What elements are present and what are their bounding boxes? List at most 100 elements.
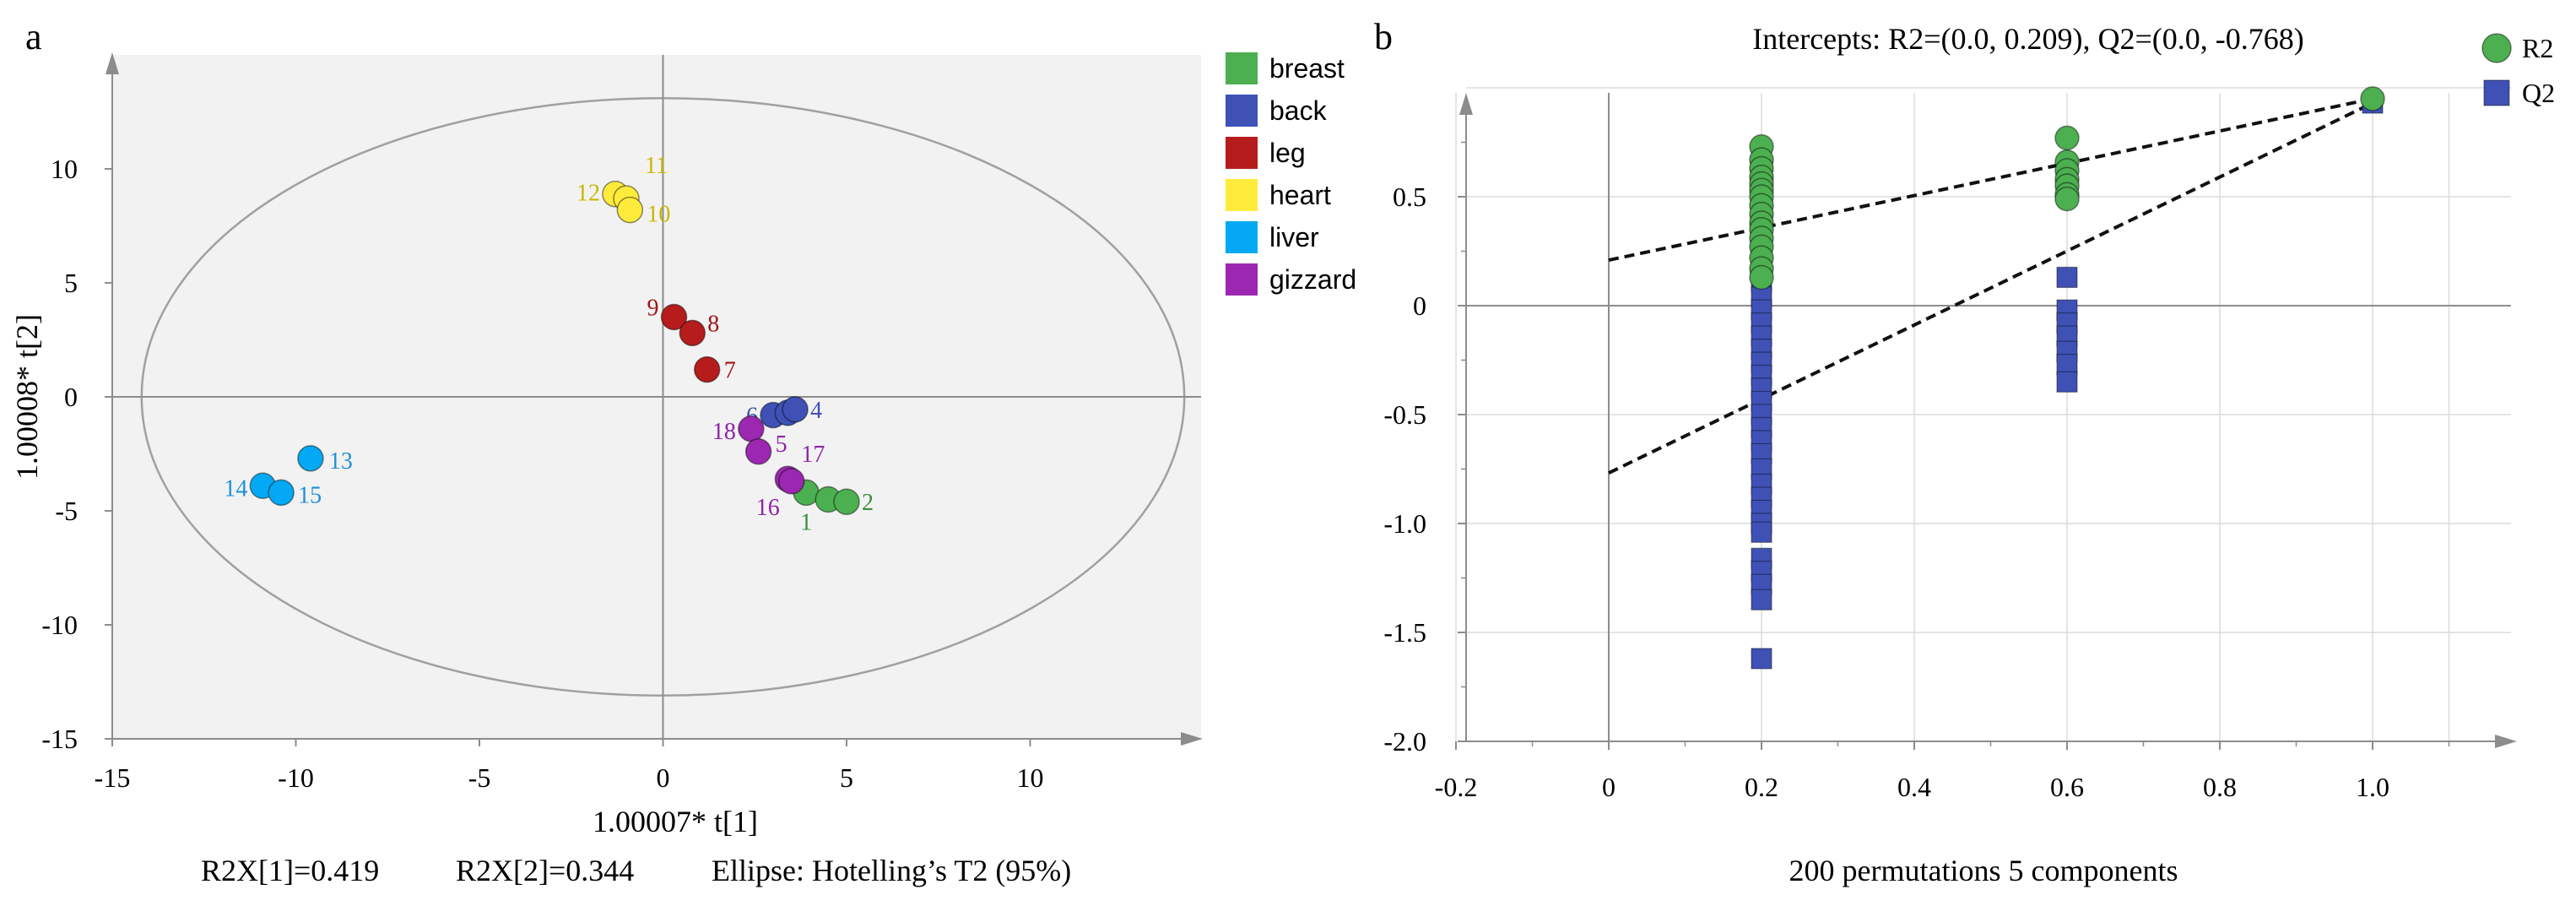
y-tick-label-a: -5 [55, 496, 78, 526]
x-tick-label-a: -15 [95, 762, 131, 793]
x-tick-label-b: 1.0 [2356, 772, 2389, 802]
legend-swatch-breast [1226, 52, 1258, 84]
legend-label-gizzard: gizzard [1269, 264, 1356, 295]
y-tick-label-b: -2.0 [1383, 726, 1426, 757]
permutation-plot-panel: b Intercepts: R2=(0.0, 0.209), Q2=(0.0, … [1374, 16, 2555, 887]
point-label: 7 [724, 358, 736, 384]
legend-marker-R2 [2481, 33, 2512, 63]
y-tick-label-b: -1.5 [1383, 617, 1426, 648]
x-tick-label-a: -5 [468, 762, 491, 793]
point-label: 13 [329, 448, 353, 475]
x-tick-label-b: 0.8 [2203, 772, 2237, 802]
point-label: 9 [647, 296, 659, 322]
panel-label-b: b [1374, 16, 1393, 57]
legend-swatch-liver [1226, 221, 1258, 253]
point-label: 15 [298, 482, 322, 508]
legend-label-R2: R2 [2522, 33, 2553, 63]
x-axis-arrow-a [1181, 732, 1203, 746]
y-ticks-b: -2.0 -1.5 -1.0 -0.5 0 0.5 [1383, 141, 1466, 757]
point-label: 17 [801, 442, 825, 468]
y-tick-label-b: 0.5 [1393, 182, 1426, 212]
x-tick-label-a: -10 [278, 762, 314, 793]
regression-lines [1608, 96, 2373, 475]
legend-swatch-gizzard [1226, 263, 1258, 296]
y-tick-label-b: -1.0 [1383, 508, 1426, 539]
point-label: 18 [712, 419, 736, 445]
score-points: 12649871211101314151851716 [224, 153, 874, 535]
y-axis-title-a: 1.00008* t[2] [10, 314, 44, 480]
regression-line-R2 [1608, 96, 2373, 263]
y-tick-label-a: -15 [41, 724, 78, 754]
y-ticks-a: -15 -10 -5 0 5 10 [41, 154, 112, 754]
x-tick-label-b: -0.2 [1435, 772, 1478, 802]
score-point-gizzard [744, 438, 772, 465]
legend-label-breast: breast [1269, 53, 1345, 84]
legend-label-liver: liver [1269, 222, 1319, 252]
y-axis-arrow-b [1459, 93, 1473, 115]
x-tick-label-b: 0.4 [1897, 772, 1931, 802]
x-tick-label-a: 10 [1017, 762, 1044, 793]
permutation-points [1749, 86, 2385, 670]
point-label: 5 [776, 431, 787, 458]
r2-point [2054, 125, 2080, 151]
score-plot-panel: a -15 -10 -5 0 5 10 -15 -10 -5 0 5 10 1.00007* t[1… [10, 16, 1356, 887]
score-point-breast [833, 488, 860, 515]
legend-swatch-heart [1226, 179, 1258, 211]
legend-b: R2 Q2 [2481, 33, 2555, 108]
y-tick-label-a: 10 [51, 154, 78, 184]
y-tick-label-a: 0 [64, 382, 78, 412]
legend-marker-Q2 [2483, 79, 2510, 106]
y-tick-label-a: 5 [64, 268, 78, 298]
q2-point [1751, 521, 1772, 543]
legend-label-heart: heart [1269, 180, 1331, 210]
point-label: 16 [756, 495, 780, 521]
point-label: 14 [224, 475, 247, 502]
chart-title-b: Intercepts: R2=(0.0, 0.209), Q2=(0.0, -0… [1752, 22, 2303, 56]
series-gizzard: 18 5 17 16 [712, 415, 825, 521]
legend-swatch-back [1226, 95, 1258, 127]
score-point-liver [268, 479, 295, 507]
legend-label-Q2: Q2 [2522, 78, 2555, 108]
gridlines-b [1455, 87, 2511, 742]
point-label: 12 [576, 181, 600, 207]
x-tick-label-a: 0 [657, 762, 670, 793]
r2-point [2054, 186, 2080, 212]
x-axis-title-a: 1.00007* t[1] [593, 805, 758, 838]
stat-r2x1: R2X[1]=0.419 [201, 854, 379, 887]
score-point-gizzard [778, 468, 805, 495]
r2-point [1749, 264, 1774, 290]
series-liver: 13 14 15 [224, 445, 353, 508]
score-point-gizzard [738, 415, 765, 442]
x-tick-label-a: 5 [840, 762, 853, 793]
x-axis-title-b: 200 permutations 5 components [1789, 854, 2178, 887]
x-axis-arrow-b [2495, 735, 2517, 748]
x-tick-label-b: 0.2 [1745, 772, 1778, 802]
point-label: 11 [645, 153, 668, 179]
series-heart: 12 11 10 [576, 153, 670, 228]
point-label: 4 [810, 398, 822, 424]
q2-point [2056, 266, 2078, 289]
legend-a: breast back leg heart liver gizzard [1226, 52, 1356, 296]
r2-point [2360, 86, 2385, 111]
score-point-heart [616, 196, 644, 224]
x-ticks-a: -15 -10 -5 0 5 10 [95, 739, 1044, 793]
x-ticks-b: -0.2 0 0.2 0.4 0.6 0.8 1.0 [1435, 741, 2450, 802]
stat-r2x2: R2X[2]=0.344 [456, 854, 634, 887]
point-label: 1 [800, 509, 812, 535]
legend-label-leg: leg [1269, 138, 1306, 168]
x-tick-label-b: 0.6 [2050, 772, 2084, 802]
y-axis-arrow-a [106, 52, 119, 74]
regression-line-Q2 [1608, 101, 2373, 475]
y-tick-label-b: 0 [1413, 290, 1426, 321]
series-leg: 9 87 [647, 296, 736, 384]
series-R2 [1749, 86, 2385, 290]
score-point-leg [693, 355, 721, 383]
panel-label-a: a [25, 16, 42, 57]
legend-label-back: back [1269, 95, 1328, 126]
stat-ellipse: Ellipse: Hotelling’s T2 (95%) [712, 854, 1071, 887]
q2-point [2056, 371, 2078, 393]
q2-point [1751, 648, 1772, 670]
point-label: 2 [862, 490, 874, 516]
x-tick-label-b: 0 [1602, 772, 1615, 802]
